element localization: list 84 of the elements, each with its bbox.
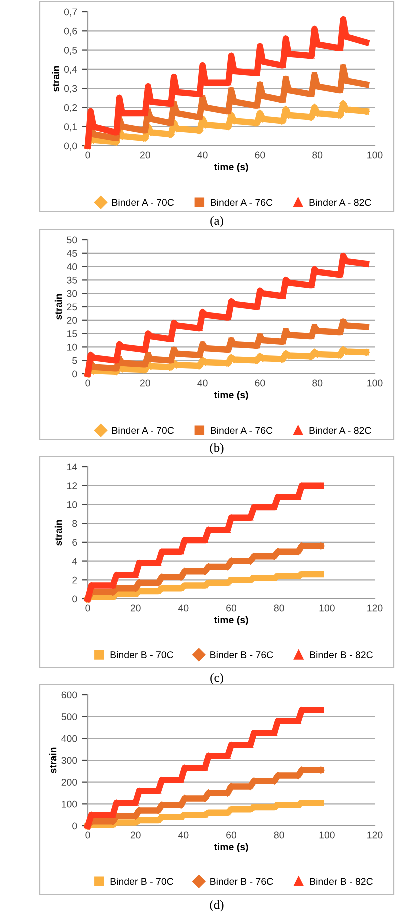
x-tick-label: 80 [312,152,323,159]
text: (b) [210,443,224,455]
y-tick-label: 50 [67,236,78,244]
legend-label: Binder B - 70C [110,651,174,658]
x-tick-label: 120 [368,604,383,612]
legend-label: Binder B - 76C [210,651,274,658]
x-tick-label: 60 [226,604,237,612]
y-tick-label: 0,7 [64,8,78,17]
legend-label: Binder A - 82C [310,198,372,206]
x-axis-title: time (s) [214,163,248,172]
y-tick-label: 600 [62,692,78,699]
x-tick-label: 0 [86,604,90,612]
y-tick-label: 0,0 [64,142,78,151]
y-tick-label: 500 [62,714,78,720]
x-tick-label: 0 [86,832,90,839]
y-axis-title: strain [54,294,62,320]
legend-label: Binder A - 70C [112,426,174,434]
y-tick-label: 0,5 [64,47,78,56]
text: (c) [210,673,224,685]
y-tick-label: 400 [62,735,78,742]
x-tick-label: 40 [198,152,208,159]
x-tick-label: 80 [274,604,284,612]
y-tick-label: 25 [67,304,78,311]
x-tick-label: 0 [86,152,90,159]
y-tick-label: 15 [68,330,78,338]
x-axis-title: time (s) [214,616,248,626]
x-tick-label: 80 [312,380,323,387]
x-tick-label: 60 [255,152,266,159]
legend-label: Binder B - 82C [310,651,373,658]
y-tick-label: 20 [67,317,78,324]
legend-label: Binder A - 76C [211,426,273,434]
x-tick-label: 100 [368,380,383,387]
y-tick-label: 0,3 [64,85,78,94]
y-tick-label: 0,1 [64,124,78,132]
x-tick-label: 20 [140,152,150,159]
x-tick-label: 20 [140,380,150,387]
x-tick-label: 100 [320,832,335,839]
legend-label: Binder A - 82C [310,426,372,434]
x-tick-label: 60 [255,380,266,387]
y-tick-label: 30 [67,290,78,298]
legend-label: Binder B - 76C [210,878,274,886]
legend-label: Binder B - 82C [310,878,373,886]
y-tick-label: 0 [72,370,78,378]
x-tick-label: 40 [198,380,208,387]
text: (a) [210,216,224,228]
y-tick-label: 0,2 [64,104,78,112]
y-tick-label: 14 [68,464,78,471]
x-tick-label: 60 [226,832,237,839]
x-tick-label: 20 [130,604,141,612]
legend-label: Binder A - 70C [112,198,174,206]
y-tick-label: 0 [72,596,78,603]
x-tick-label: 120 [368,832,383,839]
y-tick-label: 12 [68,482,78,490]
y-tick-label: 5 [72,357,78,364]
y-tick-label: 4 [72,558,78,565]
y-axis-title: strain [52,66,60,92]
y-tick-label: 100 [62,800,78,808]
y-tick-label: 35 [67,276,78,284]
x-tick-label: 0 [86,380,90,387]
y-tick-label: 300 [62,757,78,764]
y-tick-label: 2 [72,576,78,584]
x-tick-label: 40 [178,604,189,612]
y-axis-title: strain [50,748,57,774]
text: (d) [210,900,224,912]
legend-label: Binder A - 76C [211,198,273,206]
y-tick-label: 10 [68,344,78,351]
legend-label: Binder B - 70C [110,878,174,886]
y-tick-label: 40 [66,264,78,270]
x-tick-label: 100 [320,604,335,612]
y-tick-label: 45 [66,250,78,258]
x-axis-title: time (s) [214,391,248,400]
y-tick-label: 0,6 [64,28,78,36]
x-tick-label: 20 [130,832,141,839]
y-tick-label: 6 [72,539,78,546]
y-axis-title: strain [54,520,62,546]
x-tick-label: 100 [368,152,383,159]
x-tick-label: 80 [274,832,284,839]
y-tick-label: 0,4 [64,66,78,74]
x-axis-title: time (s) [214,843,248,852]
y-tick-label: 10 [68,501,78,508]
x-tick-label: 40 [178,832,189,839]
y-tick-label: 8 [72,520,78,528]
y-tick-label: 0 [72,822,78,830]
y-tick-label: 200 [62,779,78,786]
